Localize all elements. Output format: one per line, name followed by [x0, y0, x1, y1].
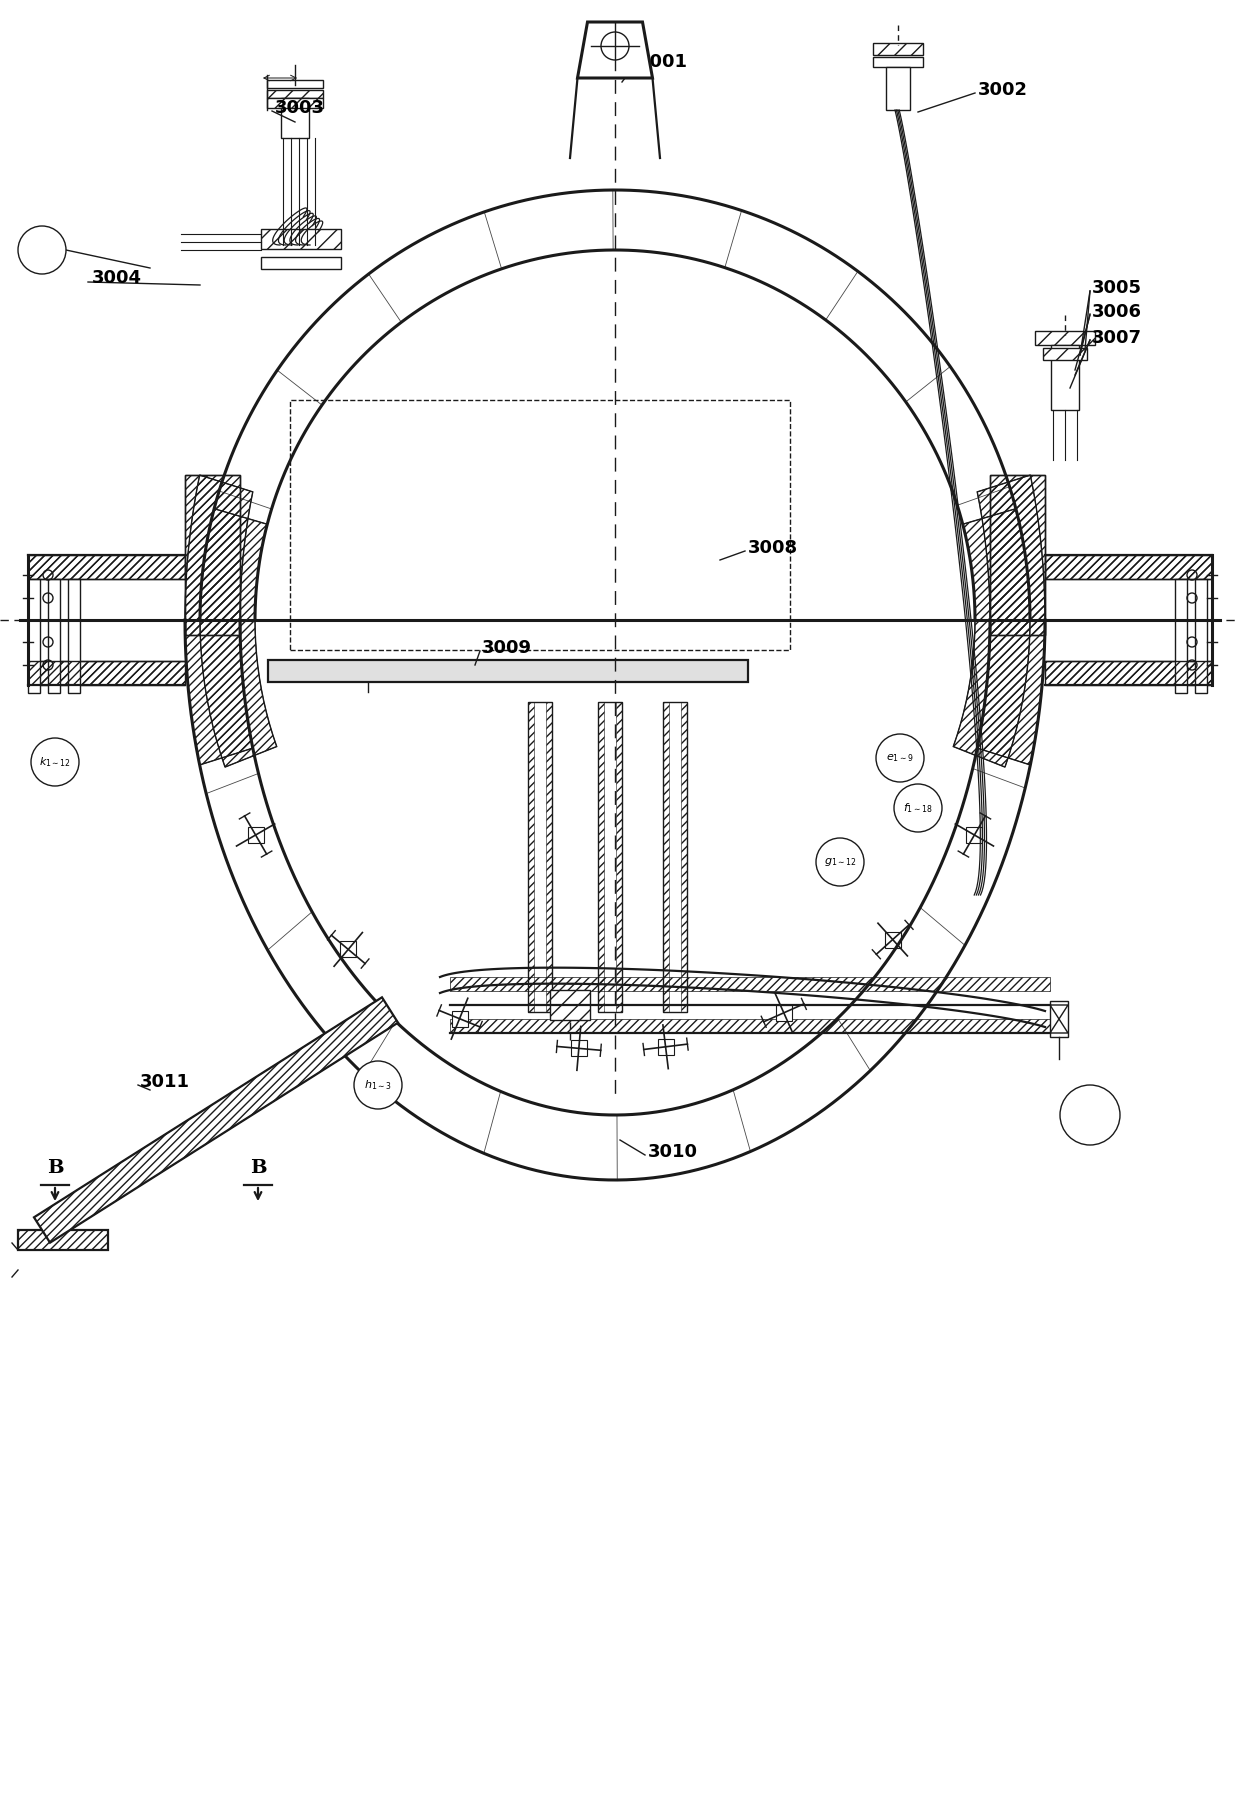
- Text: 3008: 3008: [748, 538, 799, 556]
- Circle shape: [1060, 1085, 1120, 1145]
- Bar: [185, 475, 241, 635]
- Circle shape: [894, 784, 942, 832]
- Bar: [528, 701, 534, 1012]
- Bar: [260, 257, 341, 269]
- Text: 3007: 3007: [1092, 328, 1142, 346]
- Bar: [966, 827, 982, 843]
- Text: $e_{1\sim9}$: $e_{1\sim9}$: [887, 752, 914, 764]
- Bar: [185, 475, 241, 635]
- Bar: [19, 1231, 108, 1250]
- Bar: [248, 827, 264, 843]
- Text: B: B: [47, 1159, 63, 1177]
- Bar: [1045, 660, 1211, 685]
- Bar: [990, 475, 1045, 635]
- Text: 3001: 3001: [639, 54, 688, 72]
- Bar: [267, 90, 322, 99]
- Bar: [450, 1019, 1050, 1033]
- Bar: [873, 57, 923, 66]
- Text: 3002: 3002: [978, 81, 1028, 99]
- Bar: [290, 400, 790, 649]
- Bar: [19, 1231, 108, 1250]
- Bar: [1045, 554, 1211, 579]
- Text: $f_{1\sim18}$: $f_{1\sim18}$: [903, 802, 932, 814]
- Text: 3009: 3009: [482, 639, 532, 657]
- Text: $g_{1\sim12}$: $g_{1\sim12}$: [823, 856, 857, 868]
- Bar: [1043, 348, 1087, 361]
- Bar: [616, 701, 622, 1012]
- Bar: [450, 978, 1050, 990]
- Bar: [68, 579, 81, 692]
- Bar: [29, 660, 185, 685]
- Bar: [598, 701, 604, 1012]
- Bar: [29, 660, 185, 685]
- Text: 3003: 3003: [275, 99, 325, 117]
- Bar: [598, 701, 622, 1012]
- Bar: [663, 701, 687, 1012]
- Text: 3010: 3010: [649, 1143, 698, 1161]
- Bar: [1176, 579, 1187, 692]
- Bar: [29, 554, 185, 579]
- Circle shape: [816, 838, 864, 886]
- Bar: [551, 990, 590, 1021]
- Bar: [663, 701, 670, 1012]
- Bar: [1195, 579, 1207, 692]
- Text: $a_{1\sim6}$: $a_{1\sim6}$: [26, 244, 57, 257]
- Circle shape: [601, 32, 629, 59]
- Text: B: B: [249, 1159, 267, 1177]
- Bar: [1035, 332, 1095, 344]
- Bar: [340, 942, 356, 958]
- Polygon shape: [578, 22, 652, 77]
- Bar: [884, 931, 900, 947]
- Bar: [776, 1005, 792, 1021]
- Bar: [267, 81, 322, 88]
- Polygon shape: [33, 997, 398, 1243]
- Bar: [267, 99, 322, 108]
- Bar: [570, 1041, 587, 1057]
- Bar: [268, 660, 748, 682]
- Text: j: j: [1086, 1105, 1094, 1125]
- Text: 3006: 3006: [1092, 303, 1142, 321]
- Bar: [681, 701, 687, 1012]
- Bar: [29, 579, 40, 692]
- Bar: [260, 230, 341, 249]
- Bar: [1050, 1001, 1068, 1037]
- Text: 3005: 3005: [1092, 280, 1142, 298]
- Text: $h_{1\sim3}$: $h_{1\sim3}$: [365, 1078, 392, 1093]
- Bar: [528, 701, 552, 1012]
- Circle shape: [875, 734, 924, 782]
- Bar: [48, 579, 60, 692]
- Bar: [451, 1010, 467, 1026]
- Bar: [281, 99, 309, 138]
- Bar: [657, 1039, 673, 1055]
- Bar: [1052, 344, 1079, 411]
- Bar: [546, 701, 552, 1012]
- Circle shape: [31, 737, 79, 786]
- Text: 3004: 3004: [92, 269, 143, 287]
- Bar: [990, 475, 1045, 635]
- Bar: [1045, 660, 1211, 685]
- Text: $k_{1\sim12}$: $k_{1\sim12}$: [38, 755, 71, 770]
- Text: 3011: 3011: [140, 1073, 190, 1091]
- Bar: [29, 554, 185, 579]
- Circle shape: [353, 1060, 402, 1109]
- Bar: [873, 43, 923, 56]
- Bar: [1045, 554, 1211, 579]
- Bar: [887, 66, 910, 109]
- Circle shape: [19, 226, 66, 274]
